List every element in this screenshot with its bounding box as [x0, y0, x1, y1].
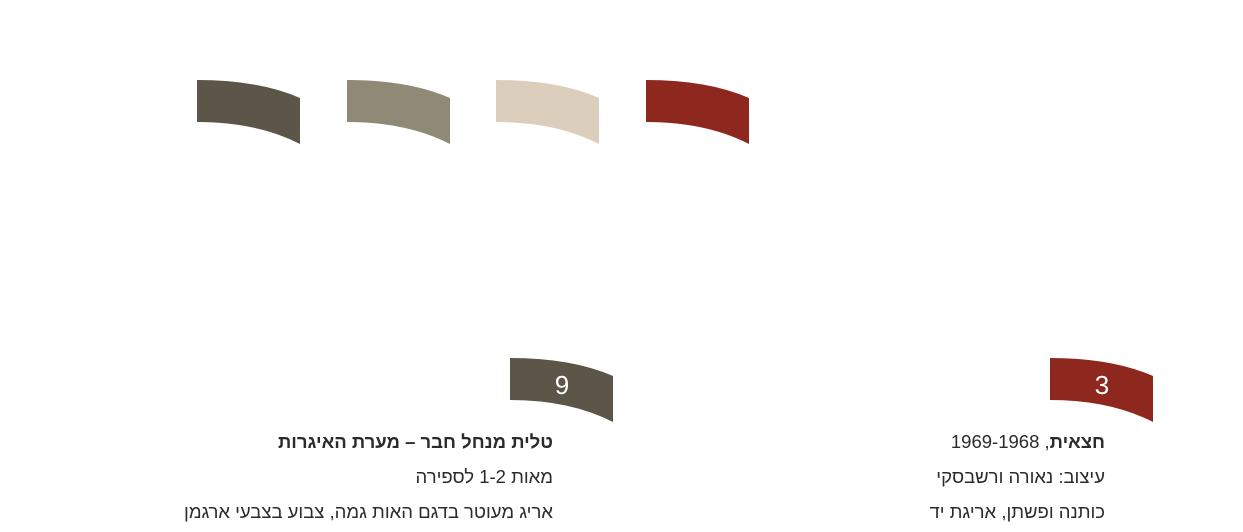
swatch-shape — [197, 80, 300, 144]
color-swatch-olive-gray — [347, 80, 451, 146]
item-number-badge: 3 — [1050, 358, 1154, 424]
item-number: 9 — [554, 370, 570, 400]
color-swatch-red — [646, 80, 750, 146]
item-number: 3 — [1094, 370, 1110, 400]
item-materials: כותנה ופשתן, אריגת יד — [929, 501, 1105, 522]
color-swatch-dark-gray — [197, 80, 301, 146]
swatch-shape — [347, 80, 450, 144]
swatch-shape — [496, 80, 599, 144]
item-description: אריג מעוטר בדגם האות גמה, צבוע בצבעי ארג… — [184, 501, 553, 522]
item-title: טלית מנחל חבר – מערת האיגרות — [278, 431, 553, 452]
color-swatch-beige — [496, 80, 600, 146]
item-number-badge: 9 — [510, 358, 614, 424]
swatch-shape — [646, 80, 749, 144]
item-caption: חצאית, 1969-1968 עיצוב: נאורה ורשבסקי כו… — [929, 424, 1105, 529]
item-date: , 1969-1968 — [950, 431, 1050, 452]
item-designer: עיצוב: נאורה ורשבסקי — [936, 466, 1105, 487]
item-title: חצאית — [1049, 431, 1105, 452]
item-date: מאות 1-2 לספירה — [415, 466, 553, 487]
item-caption: טלית מנחל חבר – מערת האיגרות מאות 1-2 לס… — [184, 424, 553, 529]
